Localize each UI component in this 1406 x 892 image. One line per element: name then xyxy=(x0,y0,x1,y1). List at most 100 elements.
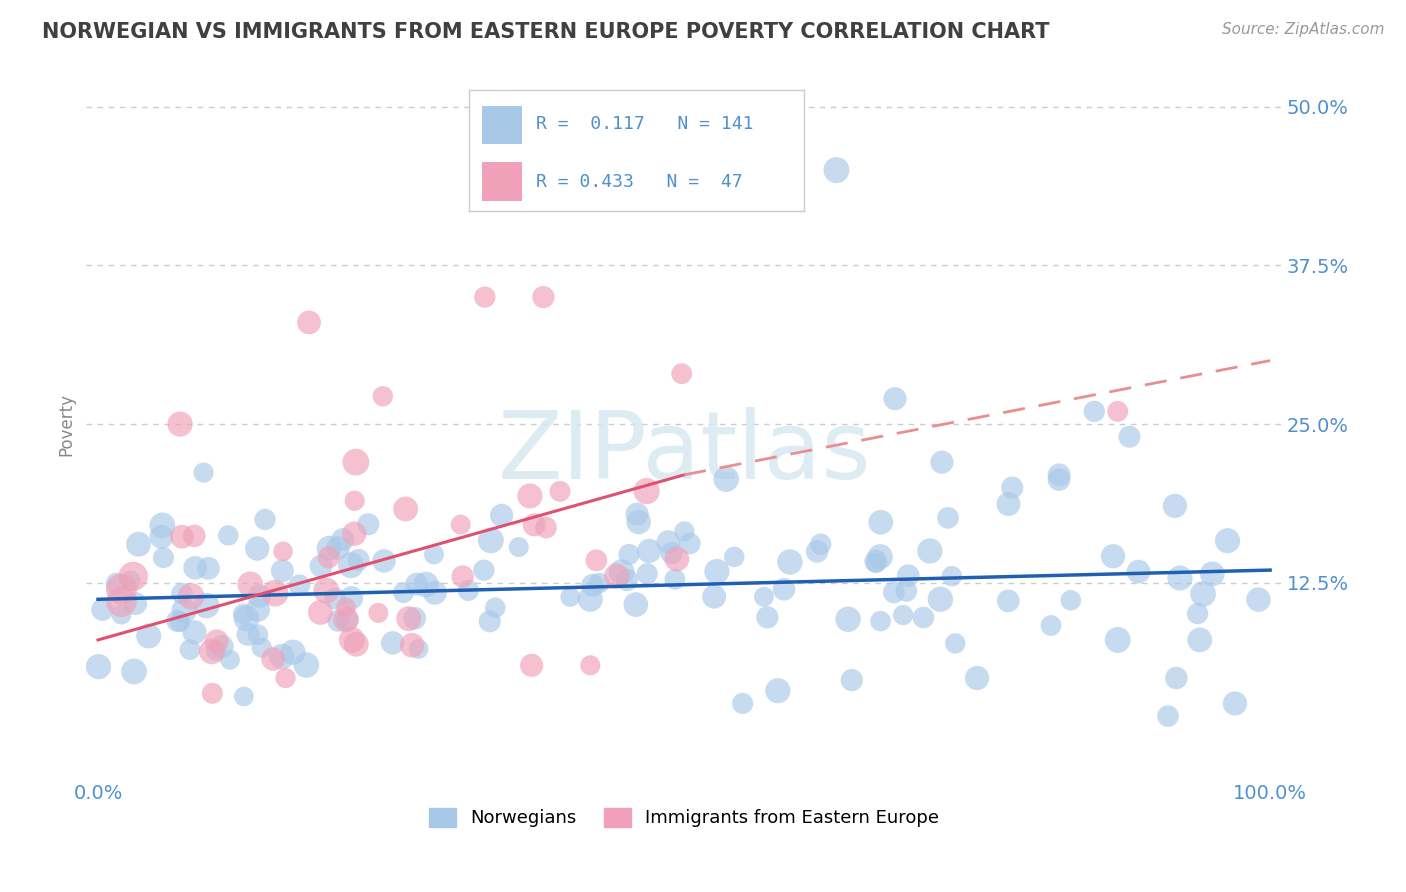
Point xyxy=(484,600,506,615)
Point xyxy=(1187,607,1209,621)
Point xyxy=(271,544,294,558)
Point xyxy=(865,556,887,570)
Point xyxy=(122,569,145,583)
Point xyxy=(138,629,160,643)
Point xyxy=(1223,697,1246,711)
Point xyxy=(825,163,848,178)
Point xyxy=(897,568,920,582)
Point xyxy=(478,614,501,628)
Point xyxy=(779,555,801,569)
Point xyxy=(582,578,605,592)
Point xyxy=(239,577,262,591)
Point xyxy=(579,592,602,607)
Point xyxy=(371,389,394,403)
Point xyxy=(579,658,602,673)
Point xyxy=(173,603,195,617)
Point xyxy=(110,595,132,609)
Point xyxy=(1168,571,1191,585)
Point xyxy=(340,591,363,605)
Point xyxy=(344,637,367,651)
Point xyxy=(474,290,496,304)
Point xyxy=(531,290,554,304)
Point xyxy=(1166,671,1188,685)
Point xyxy=(169,417,191,431)
Point xyxy=(408,642,430,657)
Point xyxy=(423,548,446,562)
Point xyxy=(335,612,357,626)
Point xyxy=(560,590,582,604)
Point xyxy=(869,549,891,564)
Point xyxy=(1102,549,1125,564)
Point xyxy=(249,589,271,603)
Point xyxy=(627,515,650,529)
Point xyxy=(548,484,571,499)
Point xyxy=(246,541,269,556)
Point xyxy=(929,592,952,607)
Point xyxy=(274,671,297,685)
Point xyxy=(401,638,423,652)
Point xyxy=(128,537,150,551)
Point xyxy=(752,590,775,604)
Point xyxy=(415,577,437,591)
Point xyxy=(837,612,859,626)
Point xyxy=(343,493,366,508)
Point xyxy=(87,659,110,673)
Point xyxy=(1164,499,1187,513)
Point xyxy=(120,574,142,588)
Point xyxy=(262,652,284,666)
Point xyxy=(673,524,696,539)
Point xyxy=(236,627,259,641)
Point xyxy=(219,653,242,667)
Point xyxy=(318,541,340,556)
Point xyxy=(638,544,661,558)
Point xyxy=(606,569,628,583)
Point xyxy=(508,540,530,554)
Point xyxy=(636,484,658,499)
Point xyxy=(966,671,988,685)
Point xyxy=(184,561,207,575)
Point xyxy=(204,643,226,657)
Point xyxy=(166,614,188,628)
Point xyxy=(270,649,292,664)
Point xyxy=(865,554,887,568)
Point xyxy=(869,614,891,628)
Point xyxy=(491,508,513,523)
Point xyxy=(766,683,789,698)
Point xyxy=(170,586,193,600)
Text: NORWEGIAN VS IMMIGRANTS FROM EASTERN EUROPE POVERTY CORRELATION CHART: NORWEGIAN VS IMMIGRANTS FROM EASTERN EUR… xyxy=(42,22,1050,42)
Point xyxy=(1047,473,1070,487)
Point xyxy=(309,606,332,620)
Point xyxy=(201,686,224,700)
Point xyxy=(323,591,346,606)
Point xyxy=(703,590,725,604)
Point xyxy=(869,516,891,530)
Point xyxy=(367,606,389,620)
Point xyxy=(335,600,357,615)
Point xyxy=(664,572,686,586)
Point xyxy=(179,642,201,657)
Point xyxy=(997,497,1019,511)
Point xyxy=(534,520,557,534)
Point xyxy=(423,585,446,599)
Point xyxy=(617,548,640,562)
Point xyxy=(941,569,963,583)
Point xyxy=(110,607,132,622)
Point xyxy=(997,594,1019,608)
Point xyxy=(246,628,269,642)
Point xyxy=(1107,404,1129,418)
Point xyxy=(298,316,321,330)
Point xyxy=(1001,481,1024,495)
Point xyxy=(250,640,273,655)
Point xyxy=(150,530,173,544)
Point xyxy=(170,530,193,544)
Point xyxy=(211,640,233,654)
Point xyxy=(1188,632,1211,647)
Point xyxy=(288,578,311,592)
Point xyxy=(756,610,779,624)
Point xyxy=(340,632,363,647)
Point xyxy=(1128,565,1150,579)
Point xyxy=(891,608,914,623)
Point xyxy=(912,610,935,624)
Point xyxy=(340,558,363,573)
Point xyxy=(271,564,294,578)
